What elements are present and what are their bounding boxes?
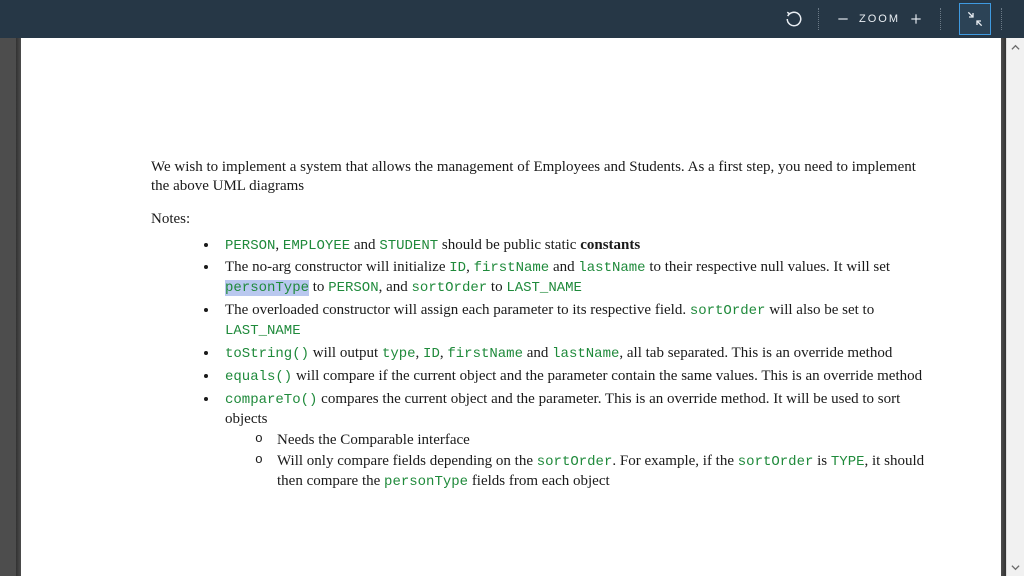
- fullscreen-exit-button[interactable]: [959, 3, 991, 35]
- code-token: STUDENT: [379, 238, 438, 254]
- sub-list: Needs the Comparable interface Will only…: [225, 431, 931, 492]
- chevron-up-icon: [1011, 43, 1020, 52]
- code-token: lastName: [552, 346, 619, 362]
- bold-text: constants: [580, 237, 640, 253]
- code-token: sortOrder: [690, 303, 766, 319]
- code-token: ID: [423, 346, 440, 362]
- chevron-down-icon: [1011, 563, 1020, 572]
- code-token: sortOrder: [537, 454, 613, 470]
- code-token: sortOrder: [738, 454, 814, 470]
- list-item: The no-arg constructor will initialize I…: [219, 258, 931, 298]
- code-token: lastName: [578, 260, 645, 276]
- code-token: compareTo(): [225, 392, 317, 408]
- notes-heading: Notes:: [151, 210, 931, 229]
- document-viewport: We wish to implement a system that allow…: [0, 38, 1024, 576]
- document-page: We wish to implement a system that allow…: [21, 38, 1001, 576]
- zoom-label: ZOOM: [857, 5, 902, 33]
- code-token: LAST_NAME: [225, 323, 301, 339]
- plus-icon: [909, 12, 923, 26]
- pdf-toolbar: ZOOM: [0, 0, 1024, 38]
- toolbar-divider: [940, 8, 941, 30]
- zoom-out-button[interactable]: [829, 5, 857, 33]
- code-token: TYPE: [831, 454, 865, 470]
- code-token: toString(): [225, 346, 309, 362]
- minus-icon: [836, 12, 850, 26]
- intro-paragraph: We wish to implement a system that allow…: [151, 158, 931, 196]
- code-token: sortOrder: [412, 280, 488, 296]
- zoom-in-button[interactable]: [902, 5, 930, 33]
- toolbar-divider: [818, 8, 819, 30]
- code-token: PERSON: [328, 280, 378, 296]
- code-token: personType: [384, 474, 468, 490]
- document-body: We wish to implement a system that allow…: [151, 158, 931, 495]
- list-item: toString() will output type, ID, firstNa…: [219, 344, 931, 364]
- code-token: firstName: [474, 260, 550, 276]
- list-item: PERSON, EMPLOYEE and STUDENT should be p…: [219, 236, 931, 256]
- scroll-up-button[interactable]: [1007, 38, 1024, 56]
- code-token: firstName: [447, 346, 523, 362]
- rotate-button[interactable]: [780, 5, 808, 33]
- highlighted-code-token: personType: [225, 280, 309, 296]
- vertical-scrollbar[interactable]: [1006, 38, 1024, 576]
- code-token: equals(): [225, 369, 292, 385]
- code-token: EMPLOYEE: [283, 238, 350, 254]
- list-item: Will only compare fields depending on th…: [255, 452, 931, 492]
- rotate-icon: [785, 10, 803, 28]
- toolbar-divider: [1001, 8, 1002, 30]
- code-token: PERSON: [225, 238, 275, 254]
- code-token: ID: [449, 260, 466, 276]
- code-token: LAST_NAME: [506, 280, 582, 296]
- collapse-icon: [967, 11, 983, 27]
- notes-list: PERSON, EMPLOYEE and STUDENT should be p…: [151, 236, 931, 492]
- list-item: equals() will compare if the current obj…: [219, 367, 931, 387]
- code-token: type: [382, 346, 416, 362]
- list-item: The overloaded constructor will assign e…: [219, 301, 931, 341]
- list-item: Needs the Comparable interface: [255, 431, 931, 450]
- list-item: compareTo() compares the current object …: [219, 390, 931, 492]
- scroll-down-button[interactable]: [1007, 558, 1024, 576]
